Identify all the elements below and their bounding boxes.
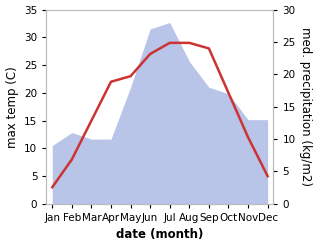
X-axis label: date (month): date (month) (116, 228, 204, 242)
Y-axis label: max temp (C): max temp (C) (5, 66, 18, 148)
Y-axis label: med. precipitation (kg/m2): med. precipitation (kg/m2) (300, 27, 313, 186)
